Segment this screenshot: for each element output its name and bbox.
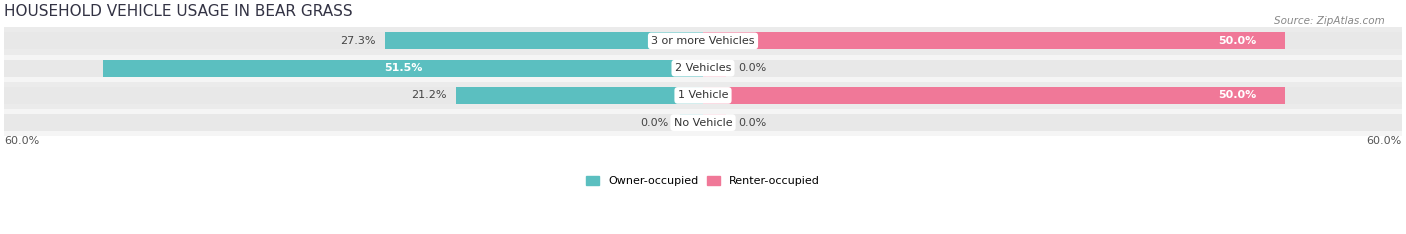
- Bar: [703, 114, 1402, 131]
- Bar: [385, 33, 703, 49]
- Text: HOUSEHOLD VEHICLE USAGE IN BEAR GRASS: HOUSEHOLD VEHICLE USAGE IN BEAR GRASS: [4, 4, 353, 19]
- Legend: Owner-occupied, Renter-occupied: Owner-occupied, Renter-occupied: [581, 171, 825, 191]
- Bar: [679, 114, 703, 131]
- Bar: [703, 114, 727, 131]
- Bar: [703, 87, 1285, 104]
- Bar: [703, 33, 1285, 49]
- Text: 60.0%: 60.0%: [1367, 136, 1402, 146]
- Text: Source: ZipAtlas.com: Source: ZipAtlas.com: [1274, 16, 1385, 26]
- Bar: [103, 60, 703, 77]
- Text: 1 Vehicle: 1 Vehicle: [678, 90, 728, 100]
- Bar: [703, 87, 1402, 104]
- Text: No Vehicle: No Vehicle: [673, 118, 733, 128]
- Text: 3 or more Vehicles: 3 or more Vehicles: [651, 36, 755, 46]
- Text: 0.0%: 0.0%: [738, 118, 766, 128]
- Text: 27.3%: 27.3%: [340, 36, 375, 46]
- Text: 60.0%: 60.0%: [4, 136, 39, 146]
- Bar: [703, 60, 1402, 77]
- Bar: [4, 60, 703, 77]
- Text: 2 Vehicles: 2 Vehicles: [675, 63, 731, 73]
- Bar: [4, 55, 1402, 82]
- Text: 50.0%: 50.0%: [1218, 90, 1256, 100]
- Bar: [4, 109, 1402, 136]
- Bar: [4, 114, 703, 131]
- Bar: [703, 33, 1402, 49]
- Bar: [703, 60, 727, 77]
- Text: 21.2%: 21.2%: [412, 90, 447, 100]
- Bar: [4, 27, 1402, 55]
- Bar: [4, 82, 1402, 109]
- Text: 50.0%: 50.0%: [1218, 36, 1256, 46]
- Bar: [456, 87, 703, 104]
- Bar: [4, 87, 703, 104]
- Text: 0.0%: 0.0%: [640, 118, 668, 128]
- Bar: [4, 33, 703, 49]
- Text: 51.5%: 51.5%: [384, 63, 422, 73]
- Text: 0.0%: 0.0%: [738, 63, 766, 73]
